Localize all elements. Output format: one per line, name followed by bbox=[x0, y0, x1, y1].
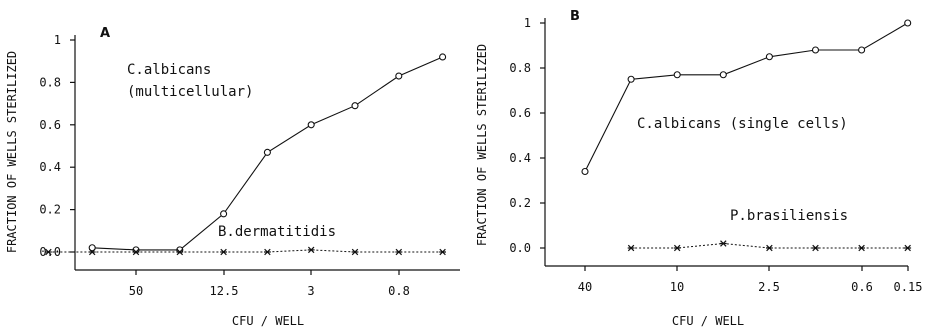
data-point-star bbox=[673, 244, 681, 252]
data-point-circle bbox=[307, 121, 315, 129]
data-point-circle bbox=[581, 167, 589, 176]
y-tick-label: 0.2 bbox=[509, 196, 531, 210]
x-tick-label: 0.6 bbox=[851, 280, 873, 294]
y-tick-label: 0.6 bbox=[509, 106, 531, 120]
data-point-star bbox=[719, 240, 727, 247]
y-tick-label: 0.4 bbox=[509, 151, 531, 165]
data-point-star bbox=[766, 244, 773, 252]
data-point-star bbox=[88, 248, 96, 256]
data-point-star bbox=[395, 248, 403, 256]
data-point-star bbox=[351, 248, 359, 256]
x-tick-label: 0.15 bbox=[894, 280, 923, 294]
x-tick-label: 2.5 bbox=[758, 280, 780, 294]
series-label: C.albicans bbox=[127, 62, 211, 78]
x-axis-label: CFU / WELL bbox=[672, 314, 744, 328]
data-point-star bbox=[132, 248, 140, 256]
y-tick-label: 0.6 bbox=[39, 118, 61, 132]
data-point-circle bbox=[176, 246, 184, 254]
y-tick-label: 0.8 bbox=[509, 61, 531, 75]
data-point-star bbox=[858, 244, 865, 252]
y-tick-label: 0.8 bbox=[39, 75, 61, 89]
panel-label: B bbox=[570, 9, 580, 24]
data-point-star bbox=[220, 248, 227, 256]
data-point-star bbox=[439, 248, 446, 256]
data-point-circle bbox=[263, 148, 271, 156]
series-line-0 bbox=[584, 22, 908, 172]
x-tick-label: 3 bbox=[307, 284, 314, 298]
y-tick-label: 1 bbox=[54, 33, 61, 47]
x-tick-label: 50 bbox=[129, 284, 143, 298]
data-point-circle bbox=[904, 19, 912, 27]
data-point-circle bbox=[811, 46, 820, 54]
y-axis-label: FRACTION OF WELLS STERILIZED bbox=[475, 44, 489, 246]
data-point-circle bbox=[395, 72, 403, 80]
data-point-star bbox=[307, 246, 315, 254]
x-tick-label: 0.8 bbox=[388, 284, 410, 298]
x-tick-label: 12.5 bbox=[210, 284, 239, 298]
x-tick-label: 40 bbox=[578, 280, 592, 294]
data-point-circle bbox=[627, 75, 635, 83]
data-point-star bbox=[812, 244, 819, 252]
series-label: C.albicans (single cells) bbox=[637, 116, 848, 132]
chart-panel-B: 0.0 0.2 0.4 0.6 0.8 1 40 10 2.5 0.6 0.15 CFU / WELL… bbox=[475, 9, 922, 328]
data-point-star bbox=[264, 248, 271, 256]
y-tick-label: 1 bbox=[524, 16, 531, 30]
data-point-circle bbox=[351, 102, 359, 110]
y-tick-label: 0.0 bbox=[509, 241, 531, 255]
series-label: P.brasiliensis bbox=[730, 208, 848, 224]
y-tick-label: 0.4 bbox=[39, 160, 61, 174]
y-axis-label: FRACTION OF WELLS STERILIZED bbox=[5, 51, 19, 253]
series-label: (multicellular) bbox=[127, 84, 253, 100]
data-point-circle bbox=[858, 46, 866, 54]
data-point-star bbox=[904, 244, 912, 252]
data-point-circle bbox=[220, 210, 228, 218]
x-tick-label: 10 bbox=[670, 280, 684, 294]
data-point-circle bbox=[88, 244, 96, 252]
x-axis-label: CFU / WELL bbox=[232, 314, 304, 328]
panel-label: A bbox=[100, 26, 110, 41]
data-point-star bbox=[627, 244, 635, 252]
data-point-star bbox=[45, 248, 52, 256]
series-label: B.dermatitidis bbox=[218, 224, 336, 240]
data-point-circle bbox=[439, 53, 447, 61]
data-point-circle bbox=[765, 53, 773, 61]
data-point-circle bbox=[673, 71, 681, 79]
series-line-1 bbox=[48, 249, 443, 253]
data-point-star bbox=[176, 248, 184, 256]
data-point-circle bbox=[719, 71, 727, 79]
data-point-circle bbox=[132, 246, 140, 254]
y-tick-label: 0.2 bbox=[39, 203, 61, 217]
